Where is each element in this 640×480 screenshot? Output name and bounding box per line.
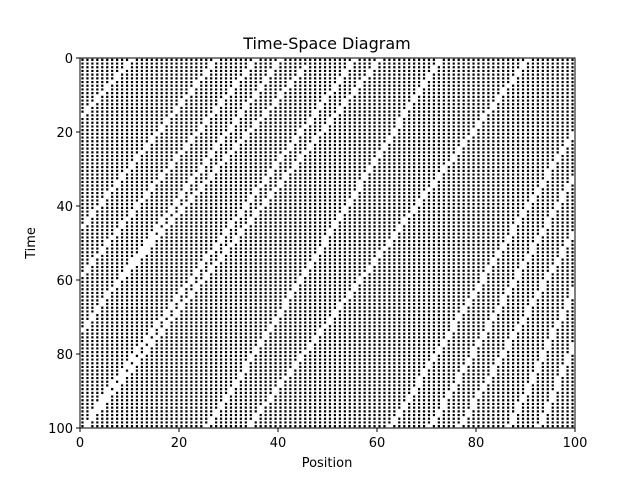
chart-title: Time-Space Diagram <box>242 34 410 53</box>
y-tick-label: 100 <box>48 422 73 437</box>
x-axis-label: Position <box>302 456 353 471</box>
y-tick-label: 60 <box>56 274 73 289</box>
y-axis: 0 20 40 60 80 100 <box>48 52 80 437</box>
x-tick-label: 20 <box>171 436 188 451</box>
y-tick-label: 80 <box>56 348 73 363</box>
y-tick-label: 0 <box>65 52 73 67</box>
plot-frame <box>79 57 576 429</box>
x-tick-label: 60 <box>369 436 386 451</box>
y-axis-label: Time <box>24 227 39 260</box>
y-tick-label: 20 <box>56 126 73 141</box>
cell-grid <box>81 58 574 428</box>
plot-area <box>81 58 574 428</box>
x-tick-label: 40 <box>270 436 287 451</box>
x-axis: 0 20 40 60 80 100 <box>76 428 588 451</box>
x-tick-label: 80 <box>468 436 485 451</box>
y-tick-label: 40 <box>56 200 73 215</box>
x-tick-label: 100 <box>563 436 588 451</box>
x-tick-label: 0 <box>76 436 84 451</box>
